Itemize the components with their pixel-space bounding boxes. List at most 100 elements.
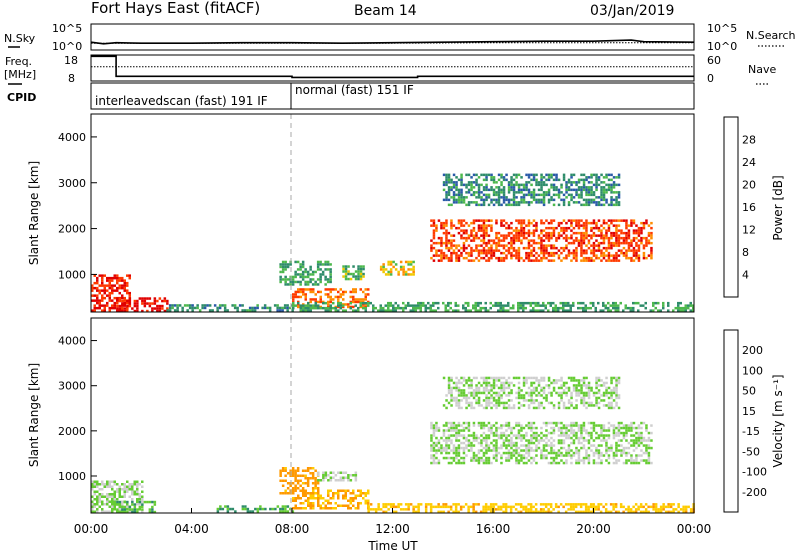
heatmap-cell [472, 451, 476, 455]
heatmap-cell [437, 259, 441, 262]
heatmap-cell [610, 446, 613, 450]
heatmap-cell [219, 505, 222, 508]
heatmap-cell [532, 191, 536, 194]
heatmap-cell [597, 249, 601, 252]
heatmap-cell [347, 489, 350, 492]
heatmap-cell [465, 406, 468, 410]
heatmap-cell [600, 188, 603, 192]
heatmap-cell [485, 446, 488, 450]
heatmap-cell [580, 219, 583, 222]
heatmap-cell [540, 249, 543, 252]
heatmap-cell [108, 495, 111, 498]
heatmap-cell [357, 489, 360, 492]
velocity-frame [90, 317, 695, 514]
heatmap-cell [512, 188, 516, 192]
heatmap-cell [562, 441, 566, 445]
heatmap-cell [537, 404, 541, 407]
heatmap-cell [575, 424, 578, 427]
heatmap-cell [447, 256, 451, 260]
heatmap-cell [517, 459, 521, 462]
heatmap-cell [557, 196, 561, 199]
heatmap-cell [284, 489, 287, 492]
heatmap-cell [284, 479, 287, 482]
heatmap-cell [432, 259, 436, 262]
heatmap-cell [515, 239, 518, 242]
heatmap-cell [342, 479, 345, 482]
heatmap-cell [91, 309, 94, 312]
heatmap-cell [597, 505, 600, 509]
heatmap-cell [637, 424, 641, 427]
heatmap-cell [527, 394, 531, 397]
heatmap-cell [111, 306, 114, 310]
heatmap-cell [445, 239, 448, 242]
heatmap-cell [500, 183, 503, 187]
heatmap-cell [615, 431, 618, 435]
heatmap-cell [607, 461, 611, 465]
heatmap-cell [304, 275, 307, 279]
heatmap-cell [462, 219, 466, 222]
heatmap-cell [632, 505, 635, 509]
heatmap-cell [462, 198, 466, 202]
heatmap-cell [417, 304, 420, 307]
heatmap-cell [580, 384, 583, 387]
heatmap-cell [432, 304, 435, 307]
heatmap-cell [131, 510, 134, 514]
heatmap-cell [475, 256, 478, 260]
heatmap-cell [329, 270, 332, 274]
heatmap-cell [610, 244, 613, 247]
heatmap-cell [98, 505, 101, 508]
heatmap-cell [253, 309, 257, 312]
heatmap-cell [550, 251, 553, 255]
heatmap-cell [560, 399, 563, 402]
heatmap-cell [652, 503, 655, 506]
heatmap-cell [625, 434, 628, 437]
heatmap-cell [585, 219, 588, 222]
heatmap-cell [489, 301, 492, 305]
heatmap-cell [615, 459, 618, 462]
heatmap-cell [414, 309, 417, 312]
heatmap-cell [684, 505, 688, 509]
heatmap-cell [597, 436, 601, 440]
heatmap-cell [455, 401, 458, 405]
heatmap-cell [570, 259, 573, 262]
heatmap-cell [564, 301, 567, 305]
heatmap-cell [599, 309, 602, 312]
heatmap-cell [587, 188, 591, 192]
heatmap-cell [582, 236, 586, 240]
heatmap-cell [547, 234, 551, 237]
heatmap-cell [564, 309, 567, 312]
heatmap-cell [492, 396, 496, 400]
heatmap-cell [465, 221, 468, 225]
heatmap-cell [216, 510, 220, 513]
heatmap-cell [562, 226, 566, 230]
heatmap-cell [537, 379, 541, 382]
heatmap-cell [432, 441, 436, 445]
heatmap-cell [585, 186, 588, 189]
heatmap-cell [547, 461, 551, 465]
heatmap-cell [512, 193, 516, 197]
heatmap-cell [515, 181, 518, 184]
heatmap-cell [301, 260, 305, 264]
heatmap-cell [612, 301, 615, 305]
heatmap-cell [327, 494, 330, 497]
heatmap-cell [447, 439, 451, 442]
heatmap-cell [118, 508, 121, 511]
heatmap-cell [407, 268, 410, 271]
heatmap-cell [520, 196, 523, 199]
heatmap-cell [324, 301, 327, 305]
heatmap-cell [447, 401, 451, 405]
heatmap-cell [118, 309, 121, 312]
heatmap-cell [467, 254, 471, 257]
heatmap-cell [339, 479, 343, 482]
heatmap-cell [630, 244, 633, 247]
heatmap-cell [485, 193, 488, 197]
heatmap-cell [477, 381, 481, 385]
heatmap-cell [567, 304, 570, 307]
heatmap-cell [116, 307, 119, 310]
heatmap-cell [93, 503, 96, 506]
heatmap-cell [527, 193, 531, 197]
heatmap-cell [642, 459, 646, 462]
heatmap-cell [382, 309, 385, 312]
heatmap-cell [630, 221, 633, 225]
heatmap-cell [126, 309, 129, 312]
